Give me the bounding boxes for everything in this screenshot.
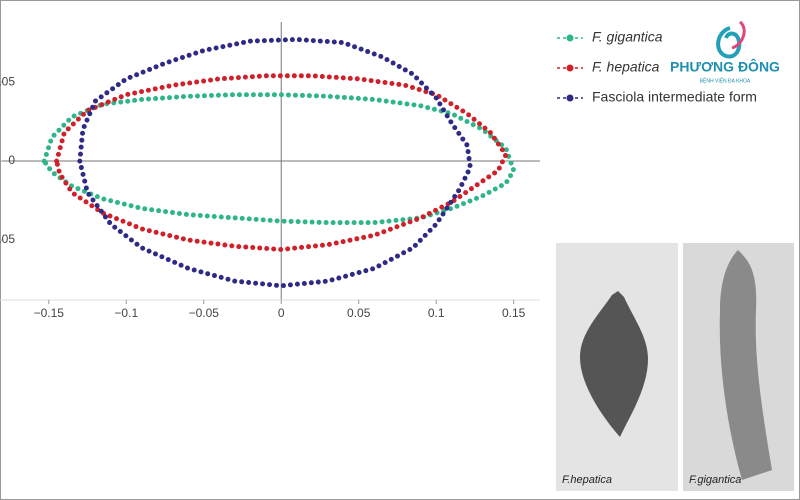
y-tick-label: -0.05: [0, 232, 15, 246]
x-tick-label: 0.05: [347, 306, 371, 320]
photo: F.hepatica: [556, 243, 678, 491]
legend-dot: [566, 64, 574, 72]
y-tick-label: 0.05: [0, 74, 15, 88]
fluke: [719, 250, 772, 480]
photo-caption: F.hepatica: [562, 474, 612, 486]
photo: F.gigantica: [683, 243, 794, 491]
logo-subtitle: BỆNH VIỆN ĐA KHOA: [700, 76, 751, 84]
logo: PHƯƠNG ĐÔNG BỆNH VIỆN ĐA KHOA: [670, 20, 780, 84]
x-tick-label: 0: [278, 306, 285, 320]
logo-name: PHƯƠNG ĐÔNG: [670, 58, 780, 75]
logo-mark: [731, 20, 746, 50]
fluke: [580, 291, 648, 437]
outline: [54, 73, 509, 253]
plot: −0.15 −0.1 −0.05 0 0.05 0.1 0.15 -0.05 0 0.05: [0, 22, 540, 320]
y-tick-label: 0: [8, 153, 15, 167]
legend-label: Fasciola intermediate form: [592, 89, 757, 105]
legend-entry: F. gigantica: [557, 29, 663, 45]
photo-caption: F.gigantica: [689, 474, 741, 486]
legend-dot: [566, 34, 574, 42]
x-tick-label: 0.1: [428, 306, 445, 320]
outline: [77, 36, 473, 289]
x-tick-label: −0.15: [34, 306, 65, 320]
legend-dot: [566, 94, 574, 102]
x-tick-label: −0.1: [114, 306, 138, 320]
x-tick-label: −0.05: [189, 306, 220, 320]
logo-mark: [716, 26, 742, 59]
outline: [41, 92, 517, 226]
legend-entry: F. hepatica: [557, 59, 660, 75]
x-tick-label: 0.15: [502, 306, 526, 320]
legend-label: F. gigantica: [592, 29, 663, 45]
legend-entry: Fasciola intermediate form: [557, 89, 757, 105]
legend-label: F. hepatica: [592, 59, 660, 75]
